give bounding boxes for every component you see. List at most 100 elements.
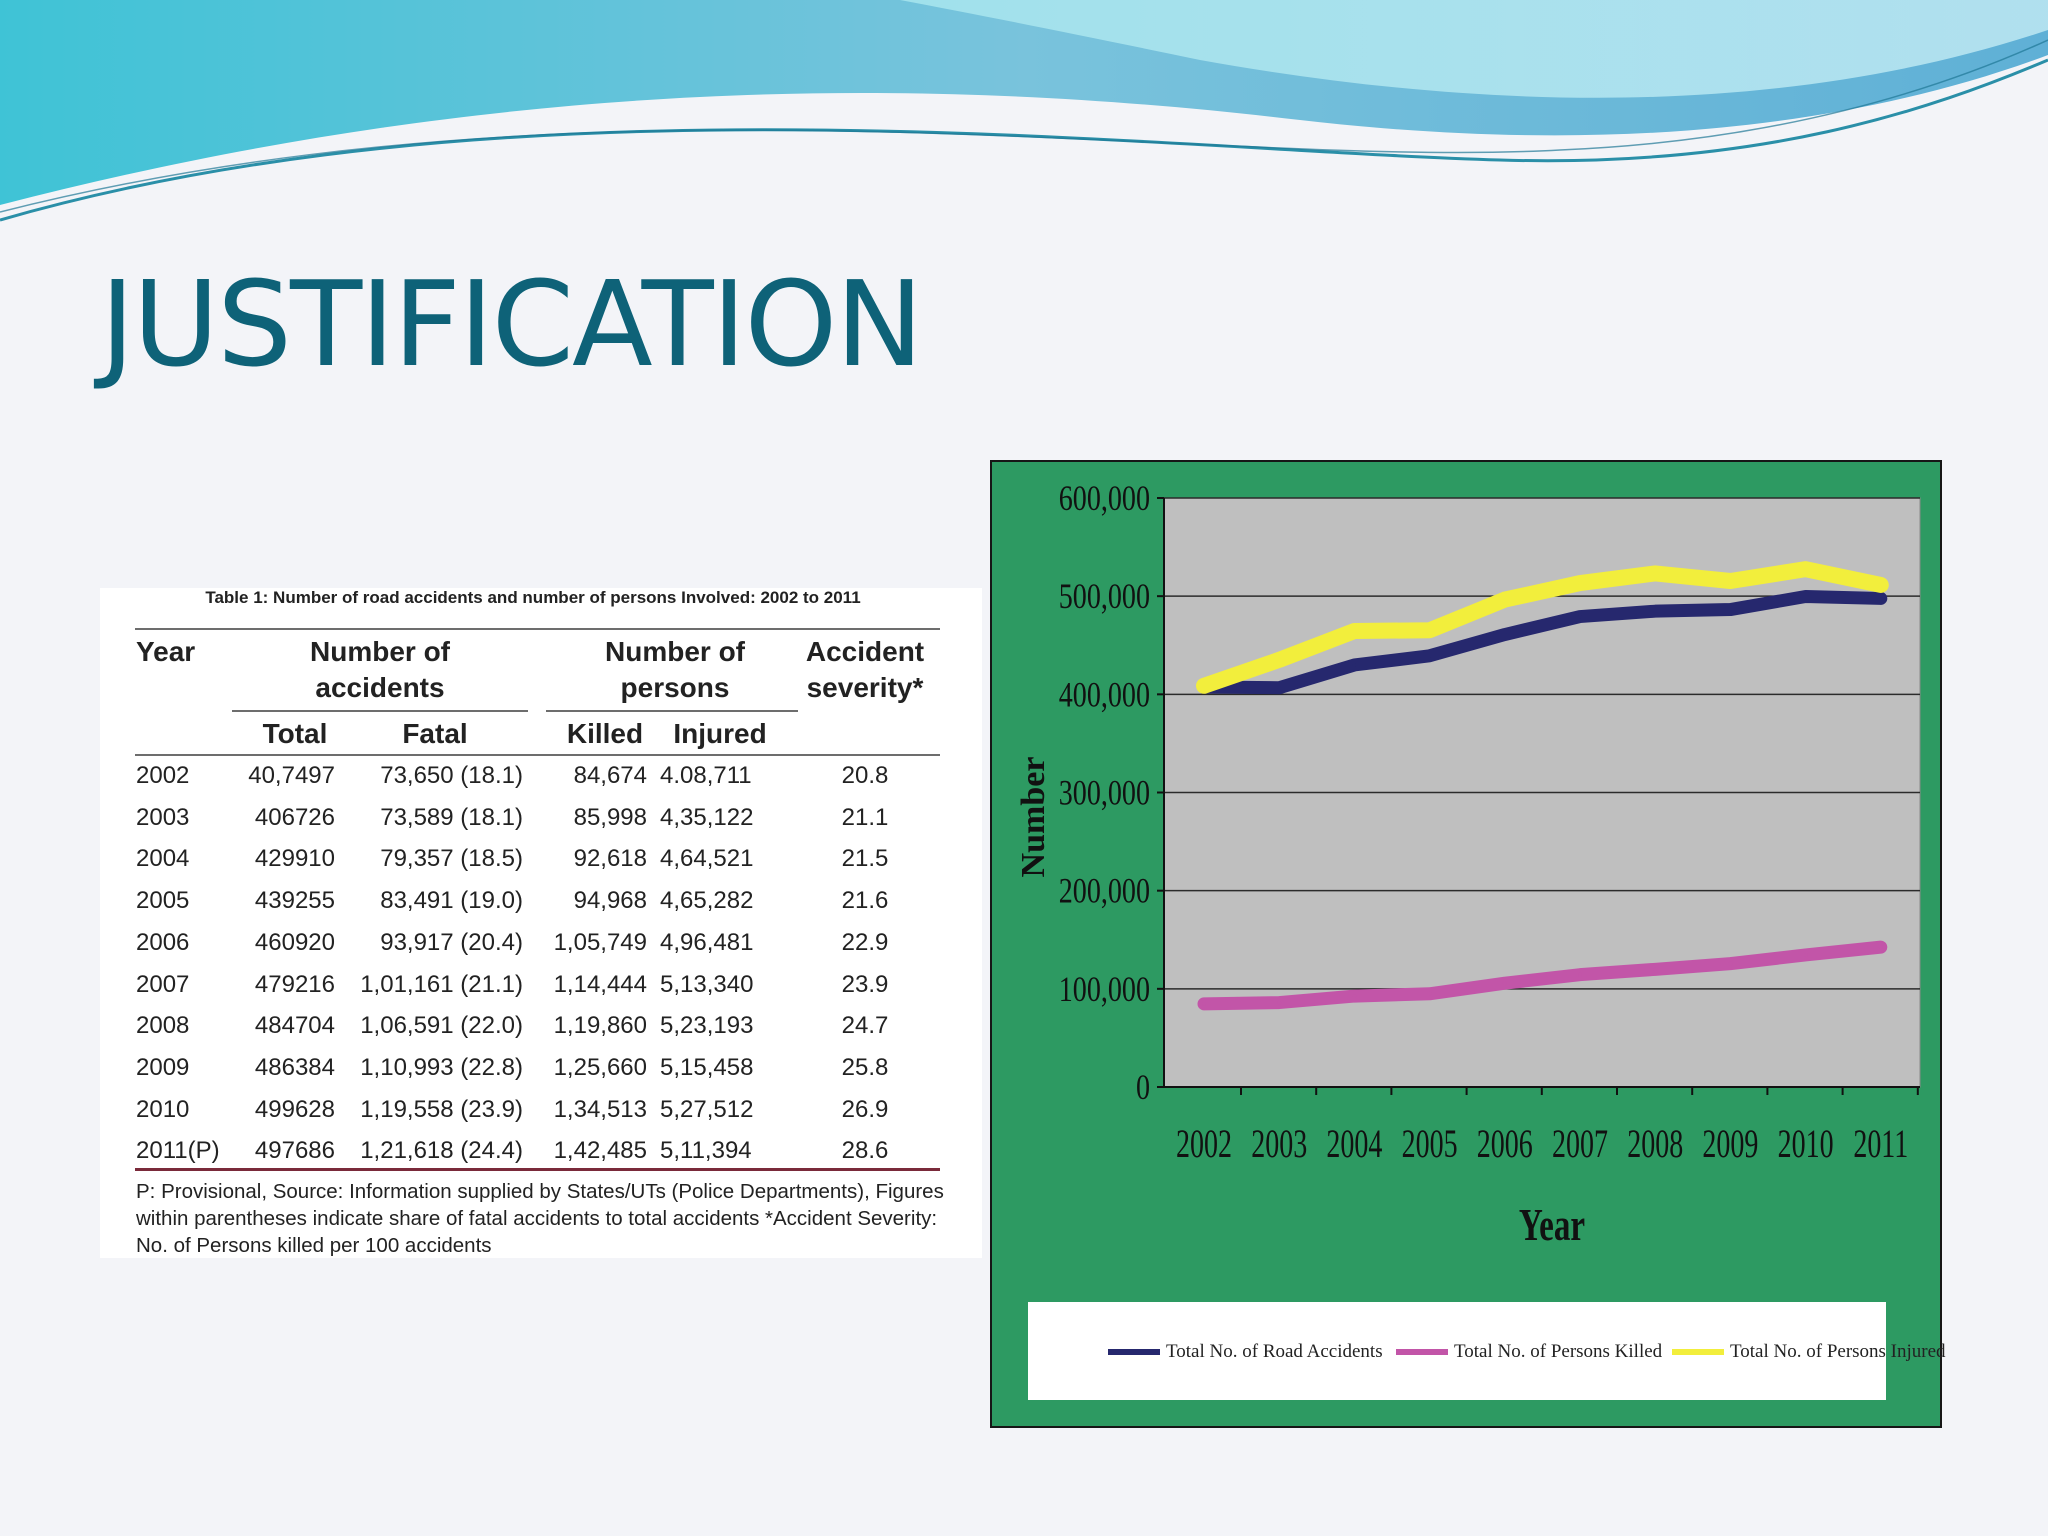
- table-cell-injured: 5,13,340: [660, 970, 754, 998]
- table-cell-injured: 5,27,512: [660, 1095, 754, 1123]
- data-point: [1803, 567, 1808, 572]
- data-point: [1352, 662, 1357, 667]
- table-cell-killed: 1,19,860: [553, 1012, 647, 1040]
- table-cell-killed: 1,42,485: [553, 1137, 647, 1165]
- table-cell-total: 486384: [254, 1053, 335, 1081]
- y-tick-label: 600,000: [1059, 478, 1150, 518]
- table-cell-fatal: 1,01,161 (21.1): [360, 970, 523, 998]
- y-tick-label: 200,000: [1059, 870, 1150, 910]
- table-cell-severity: 25.8: [841, 1053, 889, 1081]
- table-cell-killed: 1,05,749: [553, 928, 647, 956]
- slide-title: JUSTIFICATION: [100, 255, 924, 393]
- legend-label: Total No. of Persons Killed: [1454, 1341, 1663, 1362]
- table-cell-severity: 20.8: [841, 762, 889, 789]
- table-cell-injured: 5,23,193: [660, 1012, 754, 1040]
- data-point: [1578, 614, 1582, 619]
- table-cell-fatal: 83,491 (19.0): [380, 887, 523, 915]
- accidents-group-rule: [232, 710, 528, 712]
- table-cell-killed: 85,998: [573, 803, 647, 831]
- header-total: Total: [262, 718, 328, 749]
- legend-swatch: [1396, 1349, 1448, 1355]
- legend-item: Total No. of Persons Killed: [1396, 1338, 1662, 1366]
- table-cell-fatal: 1,19,558 (23.9): [360, 1095, 523, 1123]
- x-tick-label: 2002: [1176, 1122, 1232, 1166]
- table-cell-total: 479216: [254, 970, 335, 998]
- x-tick-label: 2007: [1552, 1122, 1608, 1166]
- chart-legend: Total No. of Road Accidents Total No. of …: [1028, 1302, 1946, 1400]
- header-wave-graphic: [0, 0, 2048, 222]
- persons-group-rule: [546, 710, 798, 712]
- table-cell-injured: 4,35,122: [660, 803, 754, 831]
- table-cell-severity: 24.7: [841, 1012, 889, 1040]
- header-killed: Killed: [566, 718, 644, 749]
- data-point: [1578, 972, 1582, 977]
- table-cell-year: 2009: [136, 1053, 190, 1081]
- header-year: Year: [136, 636, 196, 667]
- table-cell-killed: 84,674: [573, 762, 647, 789]
- x-tick-label: 2009: [1702, 1122, 1758, 1166]
- data-point: [1427, 653, 1432, 658]
- data-point: [1202, 683, 1206, 688]
- table-cell-injured: 5,15,458: [660, 1053, 754, 1081]
- data-point: [1277, 657, 1282, 662]
- data-point: [1878, 945, 1883, 950]
- series-line-total-no-of-persons-injured: [1196, 561, 1889, 694]
- data-point: [1202, 1001, 1206, 1006]
- table-cell-fatal: 1,10,993 (22.8): [360, 1053, 523, 1081]
- table-cell-killed: 1,14,444: [553, 970, 647, 998]
- x-tick-label: 2006: [1477, 1122, 1533, 1166]
- table-cell-year: 2011(P): [136, 1137, 220, 1165]
- table-cell-severity: 21.1: [841, 803, 889, 831]
- table-cell-killed: 1,25,660: [553, 1053, 647, 1081]
- table-cell-fatal: 79,357 (18.5): [380, 845, 523, 873]
- table-cell-fatal: 93,917 (20.4): [380, 928, 523, 956]
- table-cell-year: 2004: [136, 845, 190, 873]
- data-point: [1803, 952, 1808, 957]
- data-point: [1653, 571, 1658, 576]
- data-point: [1352, 628, 1357, 633]
- x-tick-label: 2003: [1251, 1122, 1307, 1166]
- y-tick-label: 400,000: [1059, 674, 1150, 714]
- data-point: [1728, 961, 1733, 966]
- data-point: [1277, 685, 1282, 690]
- table-cell-injured: 5,11,394: [660, 1137, 752, 1165]
- table-cell-severity: 23.9: [841, 970, 889, 998]
- table-bottom-rule: [135, 1168, 940, 1171]
- x-tick-label: 2005: [1402, 1122, 1458, 1166]
- data-point: [1502, 597, 1507, 602]
- data-point: [1578, 581, 1582, 586]
- data-point: [1803, 594, 1808, 599]
- header-number-of-persons: Number of persons: [605, 636, 745, 703]
- y-tick-label: 100,000: [1059, 968, 1150, 1008]
- table-cell-fatal: 73,589 (18.1): [380, 803, 523, 831]
- legend-item: Total No. of Persons Injured: [1672, 1338, 1946, 1366]
- data-point: [1878, 582, 1883, 587]
- legend-label: Total No. of Road Accidents: [1166, 1341, 1383, 1362]
- data-point: [1352, 994, 1357, 999]
- table-cell-total: 406726: [254, 803, 335, 831]
- legend-label: Total No. of Persons Injured: [1730, 1341, 1946, 1362]
- data-point: [1502, 632, 1507, 637]
- series-line-total-no-of-persons-killed: [1197, 940, 1888, 1011]
- table-cell-killed: 1,34,513: [553, 1095, 647, 1123]
- table-cell-injured: 4,96,481: [660, 928, 754, 956]
- table-cell-year: 2010: [136, 1095, 190, 1123]
- data-point: [1728, 578, 1733, 583]
- data-point: [1653, 609, 1658, 614]
- data-point: [1502, 981, 1507, 986]
- x-tick-label: 2008: [1627, 1122, 1683, 1166]
- table-cell-total: 499628: [254, 1095, 335, 1123]
- line-chart: 0 100,000 200,000 300,000 400,000 500,000 600,…: [1015, 478, 1921, 1251]
- table-top-rule: [135, 628, 940, 630]
- legend-swatch: [1108, 1349, 1160, 1355]
- table-cell-fatal: 1,06,591 (22.0): [360, 1012, 523, 1040]
- table-cell-total: 40,7497: [248, 762, 335, 789]
- table-cell-severity: 28.6: [841, 1137, 889, 1165]
- data-point: [1878, 596, 1883, 601]
- legend-item: Total No. of Road Accidents: [1108, 1338, 1383, 1366]
- table-cell-total: 429910: [254, 845, 335, 873]
- x-axis-title: Year: [1519, 1199, 1585, 1251]
- table-cell-total: 439255: [254, 887, 335, 915]
- header-fatal: Fatal: [402, 718, 468, 749]
- header-accident-severity: Accident severity*: [805, 636, 925, 703]
